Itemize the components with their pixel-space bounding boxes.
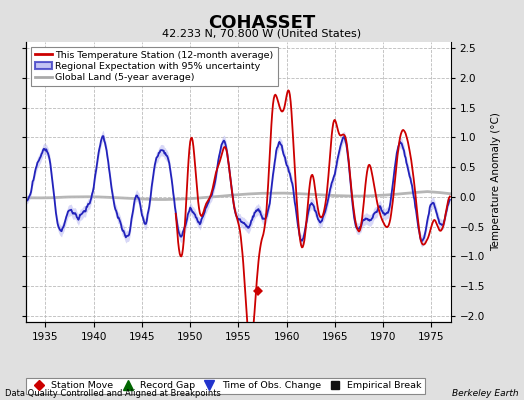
- Y-axis label: Temperature Anomaly (°C): Temperature Anomaly (°C): [490, 112, 500, 252]
- Text: Berkeley Earth: Berkeley Earth: [452, 389, 519, 398]
- Text: Data Quality Controlled and Aligned at Breakpoints: Data Quality Controlled and Aligned at B…: [5, 389, 221, 398]
- Text: COHASSET: COHASSET: [209, 14, 315, 32]
- Legend: Station Move, Record Gap, Time of Obs. Change, Empirical Break: Station Move, Record Gap, Time of Obs. C…: [26, 378, 425, 394]
- Text: 42.233 N, 70.800 W (United States): 42.233 N, 70.800 W (United States): [162, 28, 362, 38]
